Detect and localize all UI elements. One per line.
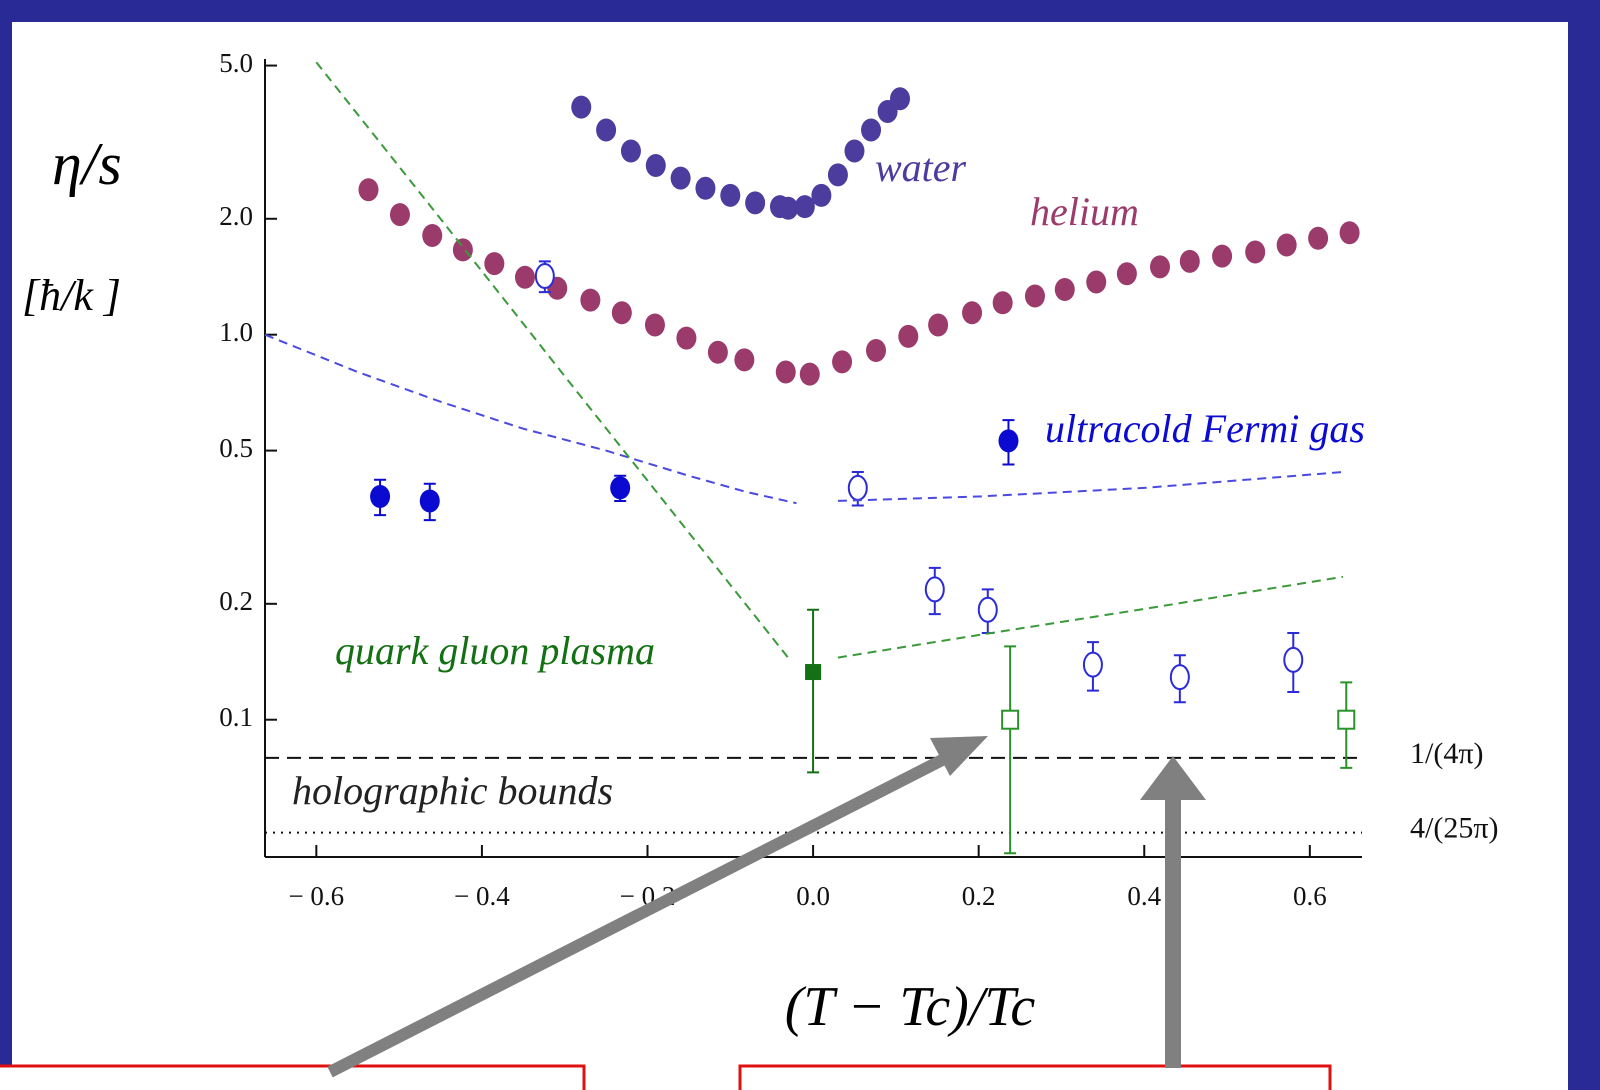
x-tick-label: 0.4	[1127, 881, 1161, 911]
y-axis-label: η/s	[52, 131, 122, 197]
point	[389, 203, 410, 227]
point	[924, 576, 945, 603]
point	[866, 338, 887, 362]
point	[571, 95, 592, 119]
point	[898, 324, 919, 348]
callout-box	[0, 1064, 586, 1090]
point	[1149, 255, 1170, 279]
point	[1179, 249, 1200, 273]
point	[1169, 664, 1190, 691]
point	[611, 301, 632, 325]
point	[734, 348, 755, 372]
x-tick-label: 0.6	[1293, 881, 1327, 911]
point	[695, 176, 716, 200]
point	[745, 191, 766, 215]
point	[778, 196, 799, 220]
point	[514, 265, 535, 289]
point	[775, 360, 796, 384]
point	[1339, 221, 1360, 245]
y-tick-label: 5.0	[219, 48, 253, 78]
point	[1024, 284, 1045, 308]
series-label: helium	[1030, 189, 1139, 234]
point	[580, 288, 601, 312]
point	[977, 596, 998, 623]
x-tick-label: − 0.6	[288, 881, 344, 911]
series-label: water	[875, 145, 967, 190]
point	[832, 350, 853, 374]
point	[370, 484, 391, 508]
point	[962, 301, 983, 325]
y-axis-unit: [ħ/k ]	[22, 271, 121, 320]
point	[1001, 709, 1020, 730]
error-bar	[1004, 645, 1017, 855]
point	[422, 223, 443, 247]
point	[596, 118, 617, 142]
series-label: quark gluon plasma	[335, 628, 655, 673]
x-tick-label: 0.2	[962, 881, 996, 911]
chart: 0.10.20.51.02.05.0− 0.6− 0.4− 0.2 0.0 0.2 0…	[219, 48, 1498, 911]
point	[844, 139, 865, 163]
point	[928, 313, 949, 337]
x-tick-label: − 0.4	[454, 881, 510, 911]
arrow-shaft	[327, 750, 953, 1078]
point	[799, 362, 820, 386]
point	[452, 238, 473, 262]
arrow-head	[1140, 756, 1206, 800]
y-tick-label: 0.5	[219, 433, 253, 463]
y-tick-label: 2.0	[219, 201, 253, 231]
point	[707, 340, 728, 364]
reference-label: 4/(25π)	[1410, 812, 1498, 845]
point	[1283, 646, 1304, 673]
point	[847, 474, 868, 501]
point	[1116, 262, 1137, 286]
point	[861, 118, 882, 142]
point	[419, 489, 440, 513]
point	[1086, 270, 1107, 294]
point	[1212, 244, 1233, 268]
point	[720, 183, 741, 207]
point	[484, 252, 505, 276]
y-tick-label: 0.2	[219, 586, 253, 616]
callout-box	[738, 1064, 1332, 1090]
point	[811, 183, 832, 207]
arrow-head	[930, 736, 988, 776]
point	[1054, 278, 1075, 302]
series-label: ultracold Fermi gas	[1045, 406, 1365, 451]
point	[670, 166, 691, 190]
point	[1082, 651, 1103, 678]
point	[805, 664, 822, 681]
point	[610, 476, 631, 500]
point	[644, 313, 665, 337]
point	[890, 87, 911, 111]
point	[1276, 233, 1297, 257]
point	[645, 154, 666, 178]
curve	[264, 333, 1344, 505]
arrows	[327, 736, 1206, 1078]
point	[827, 163, 848, 187]
curve	[315, 61, 1344, 661]
point	[1337, 709, 1356, 730]
point	[534, 263, 555, 290]
y-tick-label: 1.0	[219, 317, 253, 347]
x-tick-label: 0.0	[796, 881, 830, 911]
point	[998, 429, 1019, 453]
point	[358, 178, 379, 202]
point	[1245, 240, 1266, 264]
reference-label: 1/(4π)	[1410, 737, 1483, 770]
y-tick-label: 0.1	[219, 702, 253, 732]
x-axis-label: (T − Tc)/Tc	[785, 976, 1036, 1038]
slide-panel	[12, 22, 1568, 1090]
point	[676, 326, 697, 350]
point	[992, 291, 1013, 315]
point	[794, 195, 815, 219]
point	[1308, 226, 1329, 250]
error-bar	[807, 608, 820, 774]
annotation: holographic bounds	[292, 768, 613, 813]
point	[620, 139, 641, 163]
